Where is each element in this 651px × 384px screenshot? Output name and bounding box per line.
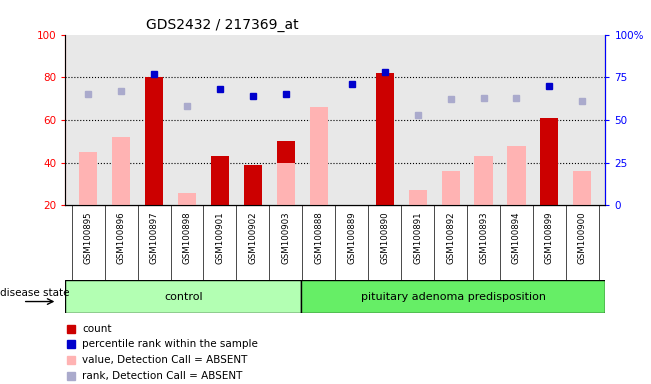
Text: GSM100896: GSM100896: [117, 212, 126, 264]
Bar: [540, 118, 559, 205]
Bar: [65, 280, 301, 313]
Text: GSM100901: GSM100901: [215, 212, 225, 264]
Text: rank, Detection Call = ABSENT: rank, Detection Call = ABSENT: [82, 371, 242, 381]
Text: GSM100893: GSM100893: [479, 212, 488, 264]
Text: GSM100895: GSM100895: [84, 212, 92, 264]
Text: GSM100902: GSM100902: [249, 212, 257, 264]
Text: count: count: [82, 324, 111, 334]
Bar: [277, 141, 295, 205]
Bar: [178, 193, 196, 205]
Text: GSM100894: GSM100894: [512, 212, 521, 264]
Bar: [211, 156, 229, 205]
Bar: [376, 73, 394, 205]
Text: GSM100898: GSM100898: [182, 212, 191, 264]
Bar: [507, 146, 525, 205]
Text: GDS2432 / 217369_at: GDS2432 / 217369_at: [146, 18, 299, 32]
Bar: [244, 165, 262, 205]
Bar: [409, 190, 426, 205]
Bar: [441, 171, 460, 205]
Text: pituitary adenoma predisposition: pituitary adenoma predisposition: [361, 291, 546, 302]
Text: GSM100888: GSM100888: [314, 212, 324, 264]
Text: control: control: [164, 291, 202, 302]
Bar: [145, 77, 163, 205]
Text: GSM100892: GSM100892: [446, 212, 455, 264]
Bar: [112, 137, 130, 205]
Text: GSM100900: GSM100900: [578, 212, 587, 264]
Text: GSM100890: GSM100890: [380, 212, 389, 264]
Bar: [301, 280, 605, 313]
Text: value, Detection Call = ABSENT: value, Detection Call = ABSENT: [82, 355, 247, 365]
Text: GSM100891: GSM100891: [413, 212, 422, 264]
Text: percentile rank within the sample: percentile rank within the sample: [82, 339, 258, 349]
Bar: [310, 107, 328, 205]
Bar: [79, 152, 97, 205]
Text: GSM100903: GSM100903: [281, 212, 290, 264]
Text: disease state: disease state: [0, 288, 70, 298]
Bar: [574, 171, 591, 205]
Bar: [475, 156, 493, 205]
Text: GSM100899: GSM100899: [545, 212, 554, 264]
Text: GSM100897: GSM100897: [150, 212, 159, 264]
Text: GSM100889: GSM100889: [347, 212, 356, 264]
Bar: [277, 163, 295, 205]
